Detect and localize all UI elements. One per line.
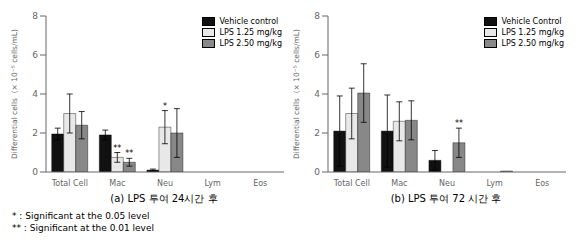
svg-text:Differential cells (× 10⁻⁵ ce: Differential cells (× 10⁻⁵ cells/mL)	[292, 29, 301, 159]
svg-text:Total Cell: Total Cell	[333, 179, 370, 188]
svg-text:Lym: Lym	[486, 179, 502, 188]
svg-text:0: 0	[32, 167, 38, 177]
svg-text:2: 2	[314, 128, 320, 138]
svg-text:4: 4	[32, 89, 38, 99]
html-text:** : Significant at the 0.01 l: ** : Significant at the 0.01 level	[12, 223, 154, 233]
svg-text:Total Cell: Total Cell	[51, 179, 88, 188]
svg-text:*: *	[163, 102, 167, 111]
svg-text:**: **	[125, 149, 133, 158]
svg-text:2: 2	[32, 128, 38, 138]
svg-text:Eos: Eos	[535, 179, 549, 188]
svg-text:8: 8	[314, 11, 320, 21]
svg-text:Eos: Eos	[253, 179, 267, 188]
html-text:LPS 2.50 mg/kg: LPS 2.50 mg/kg	[501, 39, 564, 48]
svg-text:Differential cells (× 10⁻⁵ ce: Differential cells (× 10⁻⁵ cells/mL)	[10, 29, 19, 159]
svg-text:Mac: Mac	[391, 179, 407, 188]
html-text:Vehicle Control: Vehicle Control	[501, 17, 562, 26]
html-text:LPS 2.50 mg/kg: LPS 2.50 mg/kg	[219, 39, 282, 48]
html-text:(a) LPS 투여 24시간 후: (a) LPS 투여 24시간 후	[110, 193, 218, 204]
svg-text:6: 6	[314, 50, 320, 60]
svg-text:**: **	[113, 144, 121, 153]
svg-text:8: 8	[32, 11, 38, 21]
svg-text:0: 0	[314, 167, 320, 177]
svg-text:Mac: Mac	[109, 179, 125, 188]
svg-text:4: 4	[314, 89, 320, 99]
svg-text:Neu: Neu	[157, 179, 173, 188]
html-text:LPS 1.25 mg/kg: LPS 1.25 mg/kg	[501, 28, 564, 37]
svg-text:Lym: Lym	[204, 179, 220, 188]
svg-text:Neu: Neu	[439, 179, 455, 188]
html-text:(b) LPS 투여 72 시간 후: (b) LPS 투여 72 시간 후	[390, 193, 502, 204]
svg-text:6: 6	[32, 50, 38, 60]
svg-text:**: **	[455, 119, 463, 128]
html-text:* : Significant at the 0.05 le: * : Significant at the 0.05 level	[12, 211, 150, 221]
html-text:LPS 1.25 mg/kg: LPS 1.25 mg/kg	[219, 28, 282, 37]
html-text:Vehicle control: Vehicle control	[219, 17, 279, 26]
